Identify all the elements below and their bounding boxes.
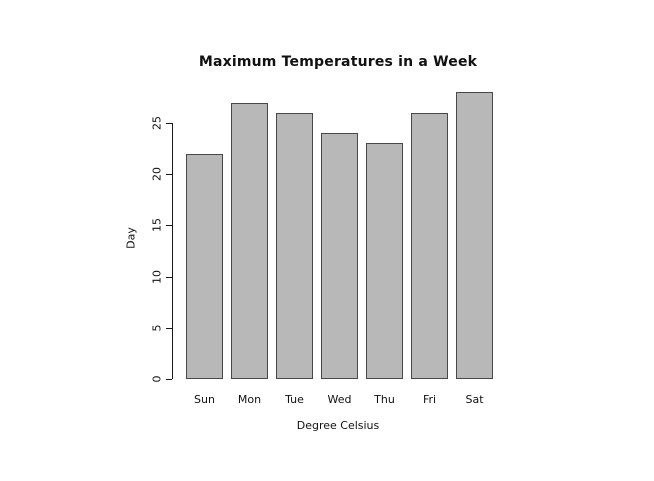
x-axis-label: Degree Celsius: [296, 419, 380, 432]
y-tick-label: 20: [150, 167, 164, 182]
x-tick-label-thu: Thu: [374, 393, 395, 406]
y-tick-mark: [166, 276, 172, 278]
bar-wed: [321, 133, 358, 379]
y-tick-mark: [166, 379, 172, 380]
y-tick-mark: [166, 123, 172, 124]
y-tick-mark: [166, 327, 172, 329]
y-tick-label: 15: [150, 218, 164, 233]
bar-thu: [366, 143, 403, 379]
y-axis-label: Day: [124, 227, 138, 249]
bar-sun: [186, 154, 223, 379]
x-tick-label-sun: Sun: [194, 393, 215, 406]
bar-sat: [456, 92, 493, 379]
chart-title: Maximum Temperatures in a Week: [198, 54, 478, 70]
x-tick-label-tue: Tue: [285, 393, 304, 406]
y-tick-label: 0: [150, 375, 164, 383]
y-tick-mark: [166, 174, 172, 176]
y-tick-mark: [166, 225, 172, 227]
bar-tue: [276, 113, 313, 379]
x-tick-label-wed: Wed: [327, 393, 352, 406]
y-tick-label: 5: [150, 324, 164, 332]
bar-mon: [231, 103, 268, 379]
bar-fri: [411, 113, 448, 379]
y-axis-line: [172, 123, 173, 379]
x-tick-label-sat: Sat: [465, 393, 484, 406]
x-tick-label-mon: Mon: [237, 393, 262, 406]
x-tick-label-fri: Fri: [422, 393, 437, 406]
y-tick-label: 10: [150, 269, 164, 284]
y-tick-label: 25: [150, 116, 164, 130]
